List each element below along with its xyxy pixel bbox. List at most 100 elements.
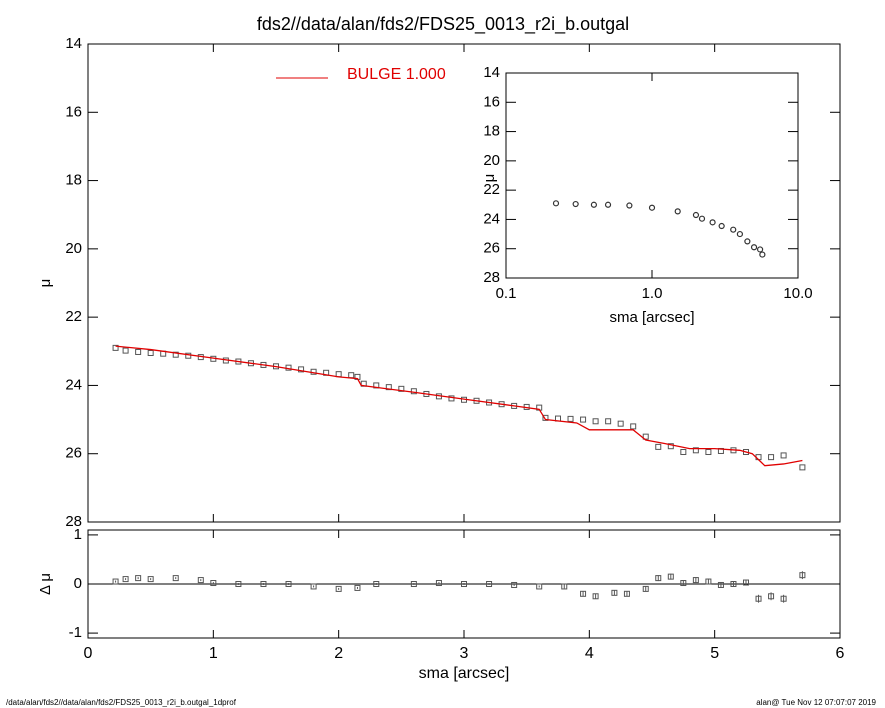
- y-axis-label: Δ μ: [37, 573, 54, 595]
- data-point: [373, 581, 380, 587]
- y-axis-label: μ: [37, 279, 54, 288]
- data-point: [410, 388, 417, 395]
- data-point: [147, 576, 154, 583]
- y-tick-label: 14: [65, 35, 82, 52]
- data-point: [768, 454, 775, 461]
- data-point: [617, 420, 624, 427]
- x-axis-label: sma [arcsec]: [419, 665, 510, 682]
- data-point: [667, 443, 674, 450]
- x-tick-label: 10.0: [783, 285, 812, 302]
- footer-right: alan@ Tue Nov 12 07:07:07 2019: [756, 698, 876, 707]
- data-point: [590, 201, 598, 208]
- data-point: [626, 202, 633, 209]
- data-point: [756, 246, 764, 253]
- data-point: [623, 590, 630, 597]
- data-point: [692, 577, 699, 584]
- data-point: [135, 348, 142, 355]
- data-point: [799, 572, 806, 579]
- data-point: [692, 211, 700, 219]
- data-point: [197, 577, 204, 584]
- data-point: [730, 581, 737, 587]
- footer-left: /data/alan/fds2//data/alan/fds2/FDS25_00…: [6, 698, 237, 707]
- y-tick-label: 28: [483, 269, 500, 286]
- y-tick-label: -1: [69, 624, 82, 641]
- data-point: [705, 449, 712, 456]
- x-tick-label: 6: [836, 645, 845, 662]
- data-point: [448, 395, 455, 402]
- data-point: [354, 584, 361, 591]
- data-point: [648, 204, 656, 211]
- data-point: [147, 349, 154, 356]
- y-tick-label: 22: [483, 181, 500, 198]
- data-point: [680, 449, 687, 456]
- y-tick-label: 28: [65, 513, 82, 530]
- y-tick-label: 20: [65, 240, 82, 257]
- data-point: [799, 464, 806, 471]
- x-tick-label: 1.0: [642, 285, 663, 302]
- data-point: [655, 575, 662, 582]
- data-point: [655, 443, 662, 450]
- y-axis-label: μ: [481, 174, 498, 183]
- y-tick-label: 26: [65, 445, 82, 462]
- data-point: [461, 581, 467, 587]
- data-point: [611, 589, 618, 596]
- data-point: [572, 200, 579, 208]
- y-tick-label: 24: [483, 210, 500, 227]
- data-point: [542, 414, 549, 421]
- data-point: [122, 576, 129, 583]
- y-tick-label: 26: [483, 240, 500, 257]
- data-point: [692, 447, 699, 454]
- data-point: [398, 385, 405, 392]
- data-point: [780, 595, 787, 602]
- x-tick-label: 4: [585, 645, 594, 662]
- x-tick-label: 3: [460, 645, 469, 662]
- data-point: [680, 580, 687, 587]
- data-point: [112, 578, 119, 585]
- data-point: [736, 230, 744, 238]
- data-point: [552, 200, 560, 207]
- y-tick-label: 16: [483, 93, 500, 110]
- data-point: [630, 423, 637, 430]
- data-point: [172, 575, 179, 582]
- inset-background: [506, 73, 798, 278]
- data-point: [705, 578, 712, 585]
- data-point: [410, 581, 417, 587]
- data-point: [768, 593, 775, 600]
- data-point: [743, 579, 749, 586]
- data-point: [605, 418, 612, 425]
- data-point: [780, 452, 787, 459]
- data-point: [536, 583, 543, 590]
- data-point: [172, 351, 179, 358]
- data-point: [759, 251, 766, 258]
- data-point: [709, 219, 716, 226]
- data-point: [135, 575, 142, 582]
- data-point: [580, 416, 587, 423]
- data-point: [511, 581, 518, 588]
- data-point: [755, 595, 762, 602]
- x-tick-label: 5: [710, 645, 719, 662]
- data-point: [718, 222, 725, 230]
- data-point: [592, 593, 599, 600]
- y-tick-label: 0: [74, 575, 82, 592]
- data-point: [604, 201, 612, 208]
- data-point: [580, 590, 587, 597]
- x-axis-label: sma [arcsec]: [609, 309, 694, 326]
- data-point: [112, 344, 119, 351]
- data-point: [674, 208, 681, 215]
- data-point: [486, 581, 493, 587]
- y-tick-label: 18: [483, 123, 500, 140]
- data-point: [717, 581, 724, 588]
- x-tick-label: 0.1: [496, 285, 517, 302]
- x-tick-label: 1: [209, 645, 218, 662]
- data-point: [667, 573, 674, 580]
- data-point: [348, 372, 355, 379]
- model-line: [115, 345, 803, 467]
- data-point: [310, 583, 317, 590]
- data-point: [285, 581, 292, 587]
- data-point: [698, 215, 706, 222]
- data-point: [642, 433, 649, 440]
- data-point: [730, 226, 737, 233]
- data-point: [750, 244, 758, 251]
- data-point: [235, 581, 242, 587]
